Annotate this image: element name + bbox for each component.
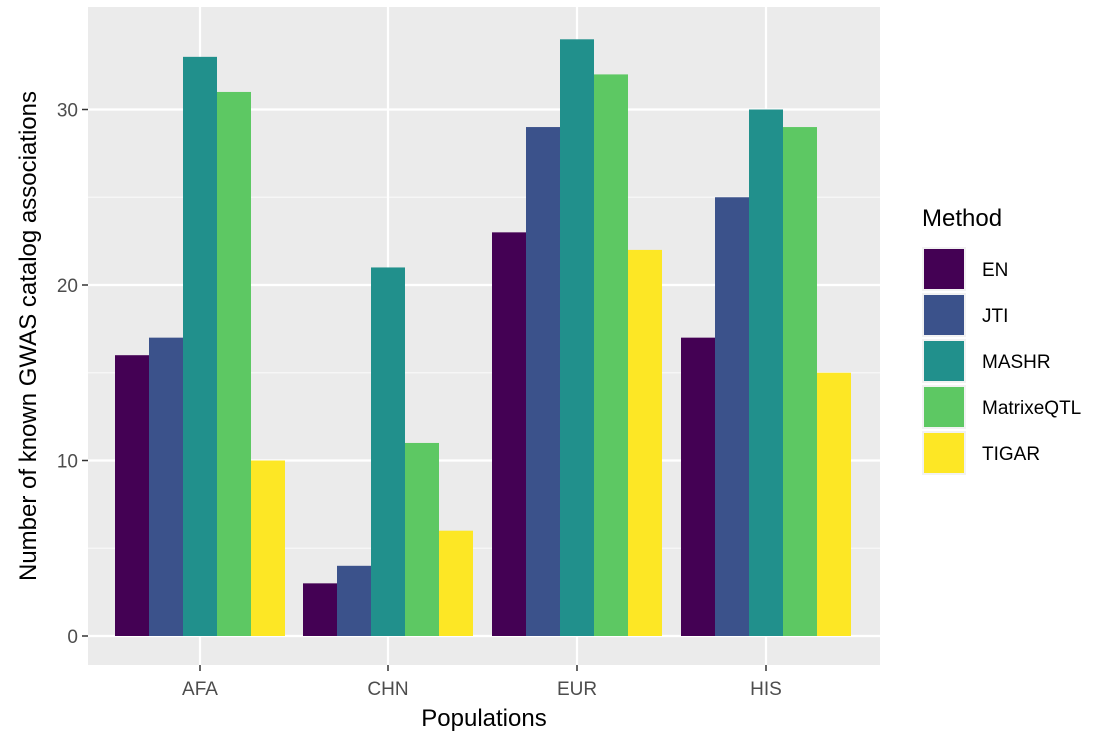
legend-swatch-matrixeqtl xyxy=(924,387,964,427)
bar-his-mashr xyxy=(749,109,783,636)
legend-label-jti: JTI xyxy=(982,306,1008,327)
legend-label-matrixeqtl: MatrixeQTL xyxy=(982,398,1081,419)
y-tick-label: 30 xyxy=(57,101,78,122)
bar-afa-en xyxy=(115,355,149,636)
bar-afa-matrixeqtl xyxy=(217,91,251,636)
y-tick-label: 10 xyxy=(57,452,78,473)
bar-chn-matrixeqtl xyxy=(405,442,439,636)
bar-afa-tigar xyxy=(251,460,285,636)
x-tick-label: HIS xyxy=(750,679,782,700)
legend-swatch-tigar xyxy=(924,433,964,473)
legend-label-en: EN xyxy=(982,260,1008,281)
bar-his-en xyxy=(681,337,715,636)
legend-label-tigar: TIGAR xyxy=(982,444,1040,465)
legend-swatch-jti xyxy=(924,295,964,335)
legend-swatch-en xyxy=(924,249,964,289)
y-axis-title: Number of known GWAS catalog association… xyxy=(15,91,42,581)
bar-chn-jti xyxy=(337,565,371,636)
x-tick-label: AFA xyxy=(182,679,218,700)
x-axis-ticks: AFA CHN EUR HIS xyxy=(182,665,782,700)
bar-eur-mashr xyxy=(560,39,594,637)
legend-label-mashr: MASHR xyxy=(982,352,1051,373)
bar-chn-mashr xyxy=(371,267,405,636)
bar-his-jti xyxy=(715,197,749,636)
bar-his-matrixeqtl xyxy=(783,127,817,637)
y-axis-ticks: 0 10 20 30 xyxy=(57,101,88,648)
bar-eur-jti xyxy=(526,127,560,637)
y-tick-label: 20 xyxy=(57,276,78,297)
x-axis-title: Populations xyxy=(421,705,546,732)
bar-chn-tigar xyxy=(439,530,473,636)
bar-eur-tigar xyxy=(628,249,662,636)
bar-eur-en xyxy=(492,232,526,636)
legend-items: EN JTI MASHR MatrixeQTL TIGAR xyxy=(922,247,1081,475)
x-tick-label: CHN xyxy=(367,679,408,700)
legend-title: Method xyxy=(922,205,1002,232)
legend: Method EN JTI MASHR MatrixeQTL TIGAR xyxy=(922,205,1081,475)
bar-afa-jti xyxy=(149,337,183,636)
bar-eur-matrixeqtl xyxy=(594,74,628,636)
bar-his-tigar xyxy=(817,372,851,636)
bar-afa-mashr xyxy=(183,56,217,637)
legend-swatch-mashr xyxy=(924,341,964,381)
x-tick-label: EUR xyxy=(557,679,597,700)
y-tick-label: 0 xyxy=(67,627,78,648)
bars xyxy=(115,39,851,637)
bar-chn-en xyxy=(303,583,337,636)
